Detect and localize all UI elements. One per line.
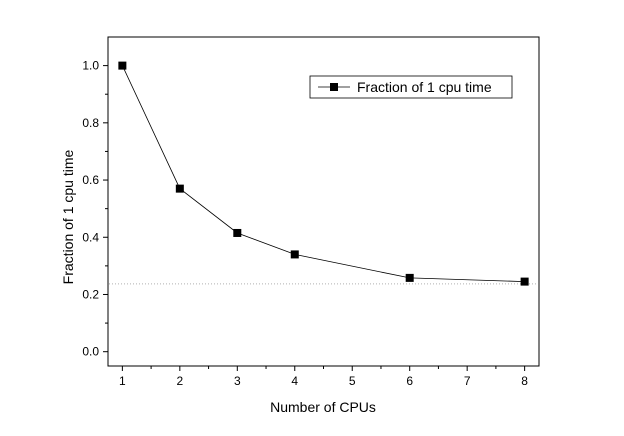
y-tick-label: 0.6	[82, 173, 99, 187]
x-tick-label: 5	[349, 374, 356, 388]
x-tick-label: 1	[119, 374, 126, 388]
data-point	[290, 250, 299, 259]
series-line	[122, 65, 525, 282]
x-tick-label: 2	[176, 374, 183, 388]
x-tick-label: 7	[464, 374, 471, 388]
y-tick-label: 0.0	[82, 345, 99, 359]
legend-marker	[330, 83, 338, 91]
data-point	[520, 277, 529, 286]
data-point	[233, 228, 242, 237]
legend-box	[309, 75, 513, 99]
data-point	[405, 273, 414, 282]
y-tick-label: 0.8	[82, 116, 99, 130]
x-tick-label: 6	[406, 374, 413, 388]
y-tick-label: 0.2	[82, 287, 99, 301]
y-axis: 0.0 0.2 0.4 0.6 0.8 1.0	[82, 59, 108, 359]
series-layer	[118, 61, 529, 286]
x-tick-label: 8	[521, 374, 528, 388]
x-axis-title: Number of CPUs	[270, 399, 376, 415]
y-axis-title: Fraction of 1 cpu time	[60, 149, 76, 284]
legend-label: Fraction of 1 cpu time	[357, 79, 492, 95]
x-tick-label: 4	[291, 374, 298, 388]
y-tick-label: 0.4	[82, 230, 99, 244]
y-tick-label: 1.0	[82, 59, 99, 73]
data-point	[175, 184, 184, 193]
legend: Fraction of 1 cpu time	[309, 75, 513, 99]
x-axis: 1 2 3 4 5 6 7 8	[119, 366, 528, 388]
data-point	[118, 61, 127, 70]
x-tick-label: 3	[234, 374, 241, 388]
